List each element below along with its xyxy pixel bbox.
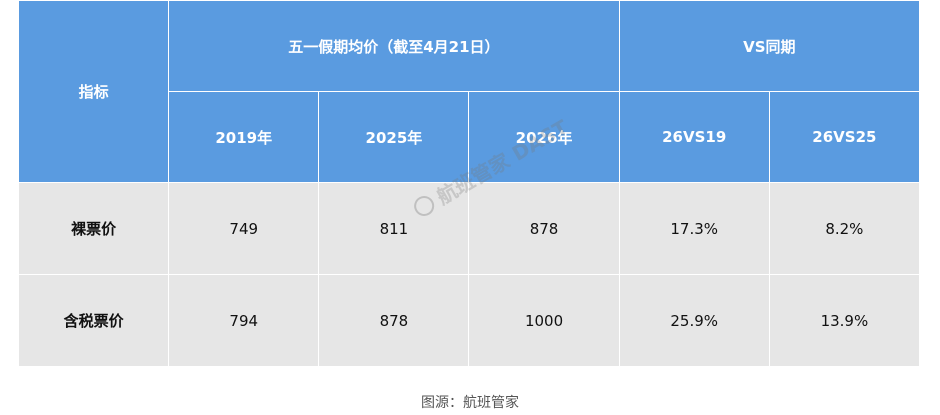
fare-table-container: 指标 五一假期均价（截至4月21日） VS同期 2019年 2025年 2026… xyxy=(17,0,921,367)
row-label: 含税票价 xyxy=(17,274,170,367)
row-label: 裸票价 xyxy=(17,182,170,275)
column-header-26vs19: 26VS19 xyxy=(618,91,770,183)
table-row: 含税票价 794 878 1000 25.9% 13.9% xyxy=(17,274,921,367)
table-cell: 811 xyxy=(318,182,470,275)
column-header-26vs25: 26VS25 xyxy=(768,91,921,183)
column-header-2019: 2019年 xyxy=(168,91,320,183)
fare-table: 指标 五一假期均价（截至4月21日） VS同期 2019年 2025年 2026… xyxy=(17,0,921,367)
table-cell: 17.3% xyxy=(618,182,770,275)
column-header-2025: 2025年 xyxy=(318,91,470,183)
table-cell: 13.9% xyxy=(768,274,921,367)
column-header-2026: 2026年 xyxy=(468,91,620,183)
period-group-header: 五一假期均价（截至4月21日） xyxy=(168,0,620,92)
table-cell: 1000 xyxy=(468,274,620,367)
table-row: 裸票价 749 811 878 17.3% 8.2% xyxy=(17,182,921,275)
table-cell: 878 xyxy=(318,274,470,367)
indicator-header: 指标 xyxy=(17,0,170,183)
table-cell: 749 xyxy=(168,182,320,275)
table-cell: 794 xyxy=(168,274,320,367)
image-caption: 图源：航班管家 xyxy=(421,395,519,411)
table-cell: 8.2% xyxy=(768,182,921,275)
table-cell: 878 xyxy=(468,182,620,275)
table-cell: 25.9% xyxy=(618,274,770,367)
compare-group-header: VS同期 xyxy=(618,0,921,92)
